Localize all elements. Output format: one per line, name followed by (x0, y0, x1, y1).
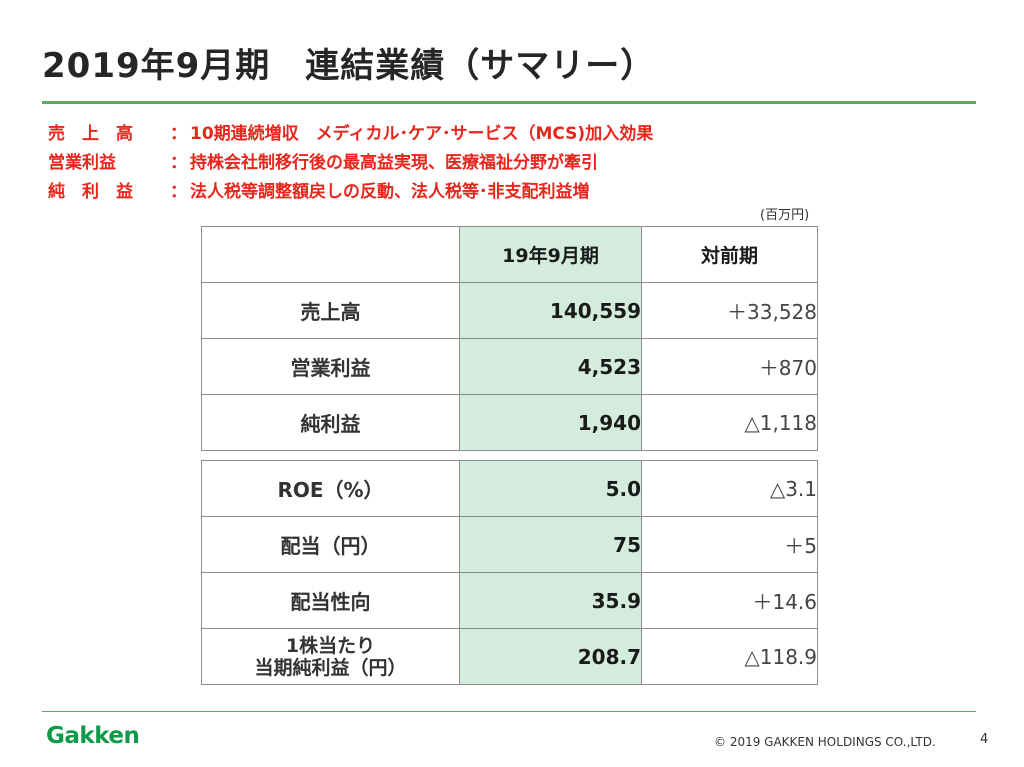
current-value: 1,940 (459, 394, 642, 451)
row-label: ROE（%） (201, 460, 460, 517)
table-row-operating-profit: 営業利益 4,523 ＋870 (201, 338, 818, 395)
yoy-value: ＋870 (641, 338, 818, 395)
table-row-roe: ROE（%） 5.0 △3.1 (201, 460, 818, 517)
table-row-dividend: 配当（円） 75 ＋5 (201, 516, 818, 573)
page-title: 2019年9月期 連結業績（サマリー） (42, 46, 656, 86)
highlight-text: 持株会社制移行後の最高益実現、医療福祉分野が牽引 (190, 153, 598, 173)
table-row-eps: 1株当たり 当期純利益（円） 208.7 △118.9 (201, 628, 818, 685)
highlight-line-operating-profit: 営業利益 ： 持株会社制移行後の最高益実現、医療福祉分野が牽引 (48, 149, 653, 178)
header-cell-current-period: 19年9月期 (459, 226, 642, 283)
highlight-label: 営業利益 (48, 153, 116, 173)
table-row-payout-ratio: 配当性向 35.9 ＋14.6 (201, 572, 818, 629)
yoy-value: ＋5 (641, 516, 818, 573)
row-label: 売上高 (201, 282, 460, 339)
current-value: 75 (459, 516, 642, 573)
unit-label: (百万円) (760, 208, 810, 223)
highlight-text: 法人税等調整額戻しの反動、法人税等･非支配利益増 (190, 182, 590, 202)
highlight-line-sales: 売 上 高 ： 10期連続増収 メディカル･ケア･サービス（MCS)加入効果 (48, 120, 653, 149)
results-table-bottom: ROE（%） 5.0 △3.1 配当（円） 75 ＋5 配当性向 35.9 ＋1… (201, 460, 818, 685)
highlight-colon: ： (170, 124, 187, 144)
current-value: 35.9 (459, 572, 642, 629)
highlight-label: 売 上 高 (48, 124, 133, 144)
footer-divider (42, 711, 976, 712)
row-label-line-1: 1株当たり (285, 634, 376, 657)
highlight-colon: ： (170, 182, 187, 202)
table-row-net-sales: 売上高 140,559 ＋33,528 (201, 282, 818, 339)
highlight-colon: ： (170, 153, 187, 173)
highlight-line-net-income: 純 利 益 ： 法人税等調整額戻しの反動、法人税等･非支配利益増 (48, 178, 653, 207)
current-value: 5.0 (459, 460, 642, 517)
highlights: 売 上 高 ： 10期連続増収 メディカル･ケア･サービス（MCS)加入効果 営… (48, 120, 653, 207)
page-number: 4 (980, 732, 989, 747)
row-label-line-2: 当期純利益（円） (254, 656, 407, 679)
row-label: 営業利益 (201, 338, 460, 395)
current-value: 4,523 (459, 338, 642, 395)
highlight-label: 純 利 益 (48, 182, 133, 202)
yoy-value: ＋14.6 (641, 572, 818, 629)
yoy-value: ＋33,528 (641, 282, 818, 339)
current-value: 208.7 (459, 628, 642, 685)
current-value: 140,559 (459, 282, 642, 339)
table-header-row: 19年9月期 対前期 (201, 226, 818, 283)
row-label: 1株当たり 当期純利益（円） (201, 628, 460, 685)
row-label: 純利益 (201, 394, 460, 451)
results-table-top: 19年9月期 対前期 売上高 140,559 ＋33,528 営業利益 4,52… (201, 226, 818, 451)
table-row-net-income: 純利益 1,940 △1,118 (201, 394, 818, 451)
yoy-value: △118.9 (641, 628, 818, 685)
highlight-text: 10期連続増収 メディカル･ケア･サービス（MCS)加入効果 (190, 124, 654, 144)
row-label: 配当性向 (201, 572, 460, 629)
header-cell-yoy: 対前期 (641, 226, 818, 283)
header-cell-blank (201, 226, 460, 283)
copyright-text: © 2019 GAKKEN HOLDINGS CO.,LTD. (714, 735, 936, 749)
yoy-value: △1,118 (641, 394, 818, 451)
yoy-value: △3.1 (641, 460, 818, 517)
gakken-logo: Gakken (46, 723, 140, 749)
row-label: 配当（円） (201, 516, 460, 573)
title-divider (42, 101, 976, 104)
